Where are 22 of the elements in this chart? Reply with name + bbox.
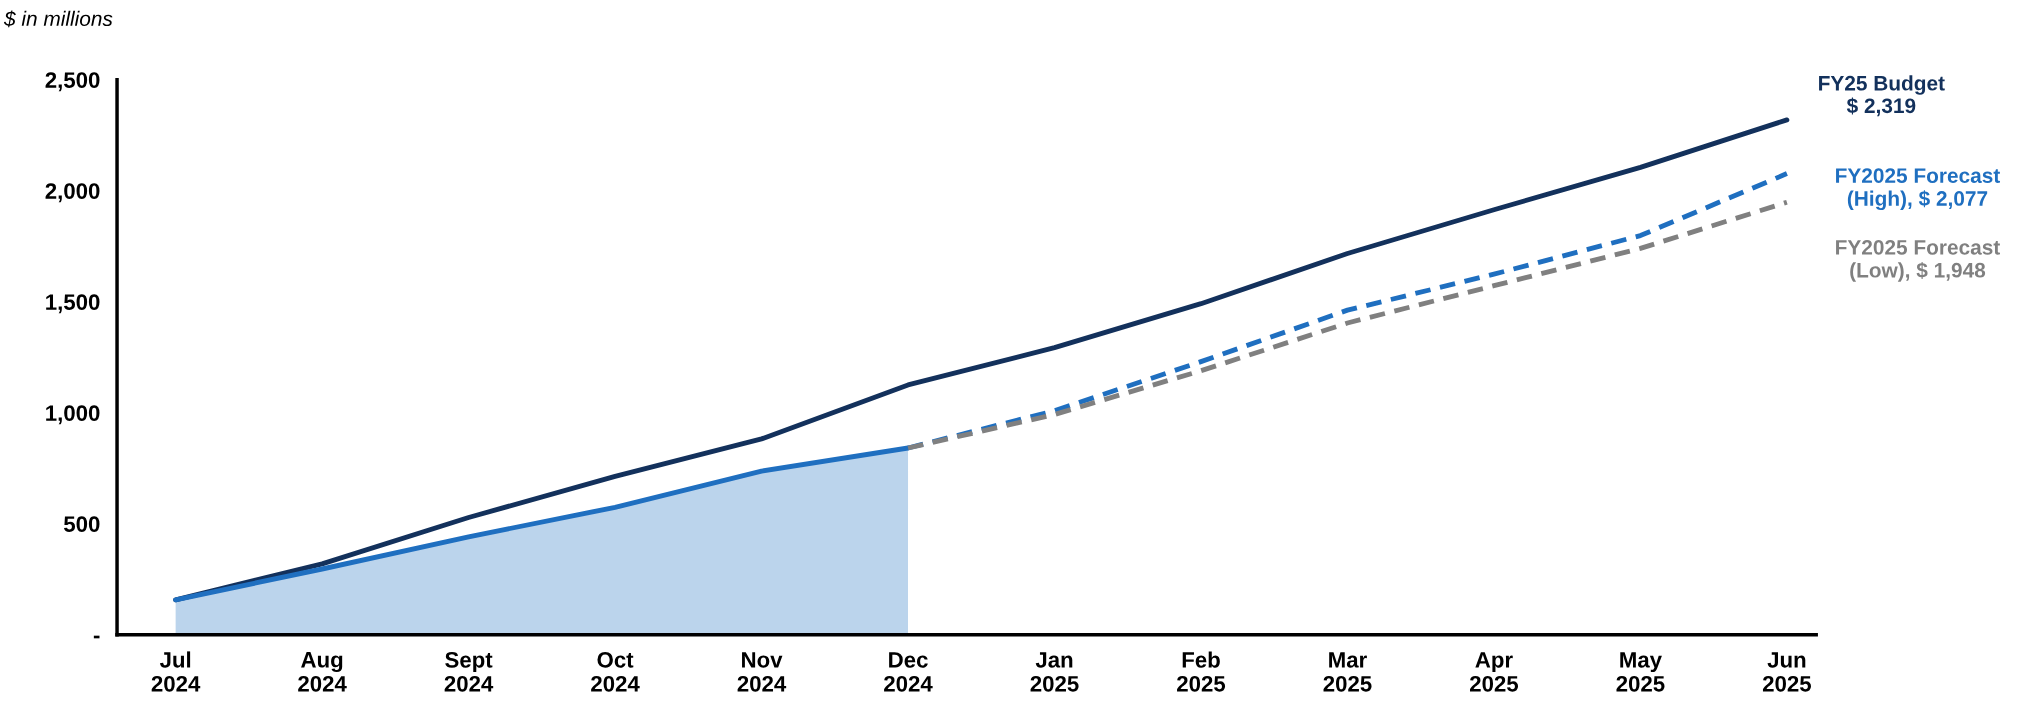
x-tick-label: May 2025 <box>1616 652 1665 692</box>
x-tick-label: Jul 2024 <box>151 651 201 692</box>
y-tick-label: 2,500 <box>45 72 100 92</box>
x-tick-label: Mar 2025 <box>1323 652 1372 692</box>
x-tick-label: Feb 2025 <box>1177 651 1226 692</box>
x-tick-label: Jun 2025 <box>1762 652 1812 692</box>
x-tick-label: Sept 2024 <box>444 651 494 692</box>
y-tick-label: 2,000 <box>45 183 100 203</box>
y-tick-label: - <box>93 635 100 639</box>
series-label: FY25 Budget $ 2,319 <box>1819 75 1945 117</box>
y-tick-label: 500 <box>63 516 100 532</box>
x-tick-label: Apr 2025 <box>1470 652 1519 692</box>
y-tick-label: 1,500 <box>46 294 100 314</box>
text: FY2025 Forecast (Low), $ 1,948 <box>1836 239 2001 282</box>
x-tick-label: Nov 2024 <box>737 652 787 692</box>
y-axis-title: $ in millions <box>3 10 113 28</box>
y-tick-label: 1,000 <box>46 405 100 425</box>
text: FY2025 Forecast (High), $ 2,077 <box>1836 168 2001 211</box>
x-tick-label: Jan 2025 <box>1030 652 1079 692</box>
x-tick-label: Oct 2024 <box>591 651 640 692</box>
x-tick-label: Dec 2024 <box>884 652 933 692</box>
x-tick-label: Aug 2024 <box>298 652 347 692</box>
